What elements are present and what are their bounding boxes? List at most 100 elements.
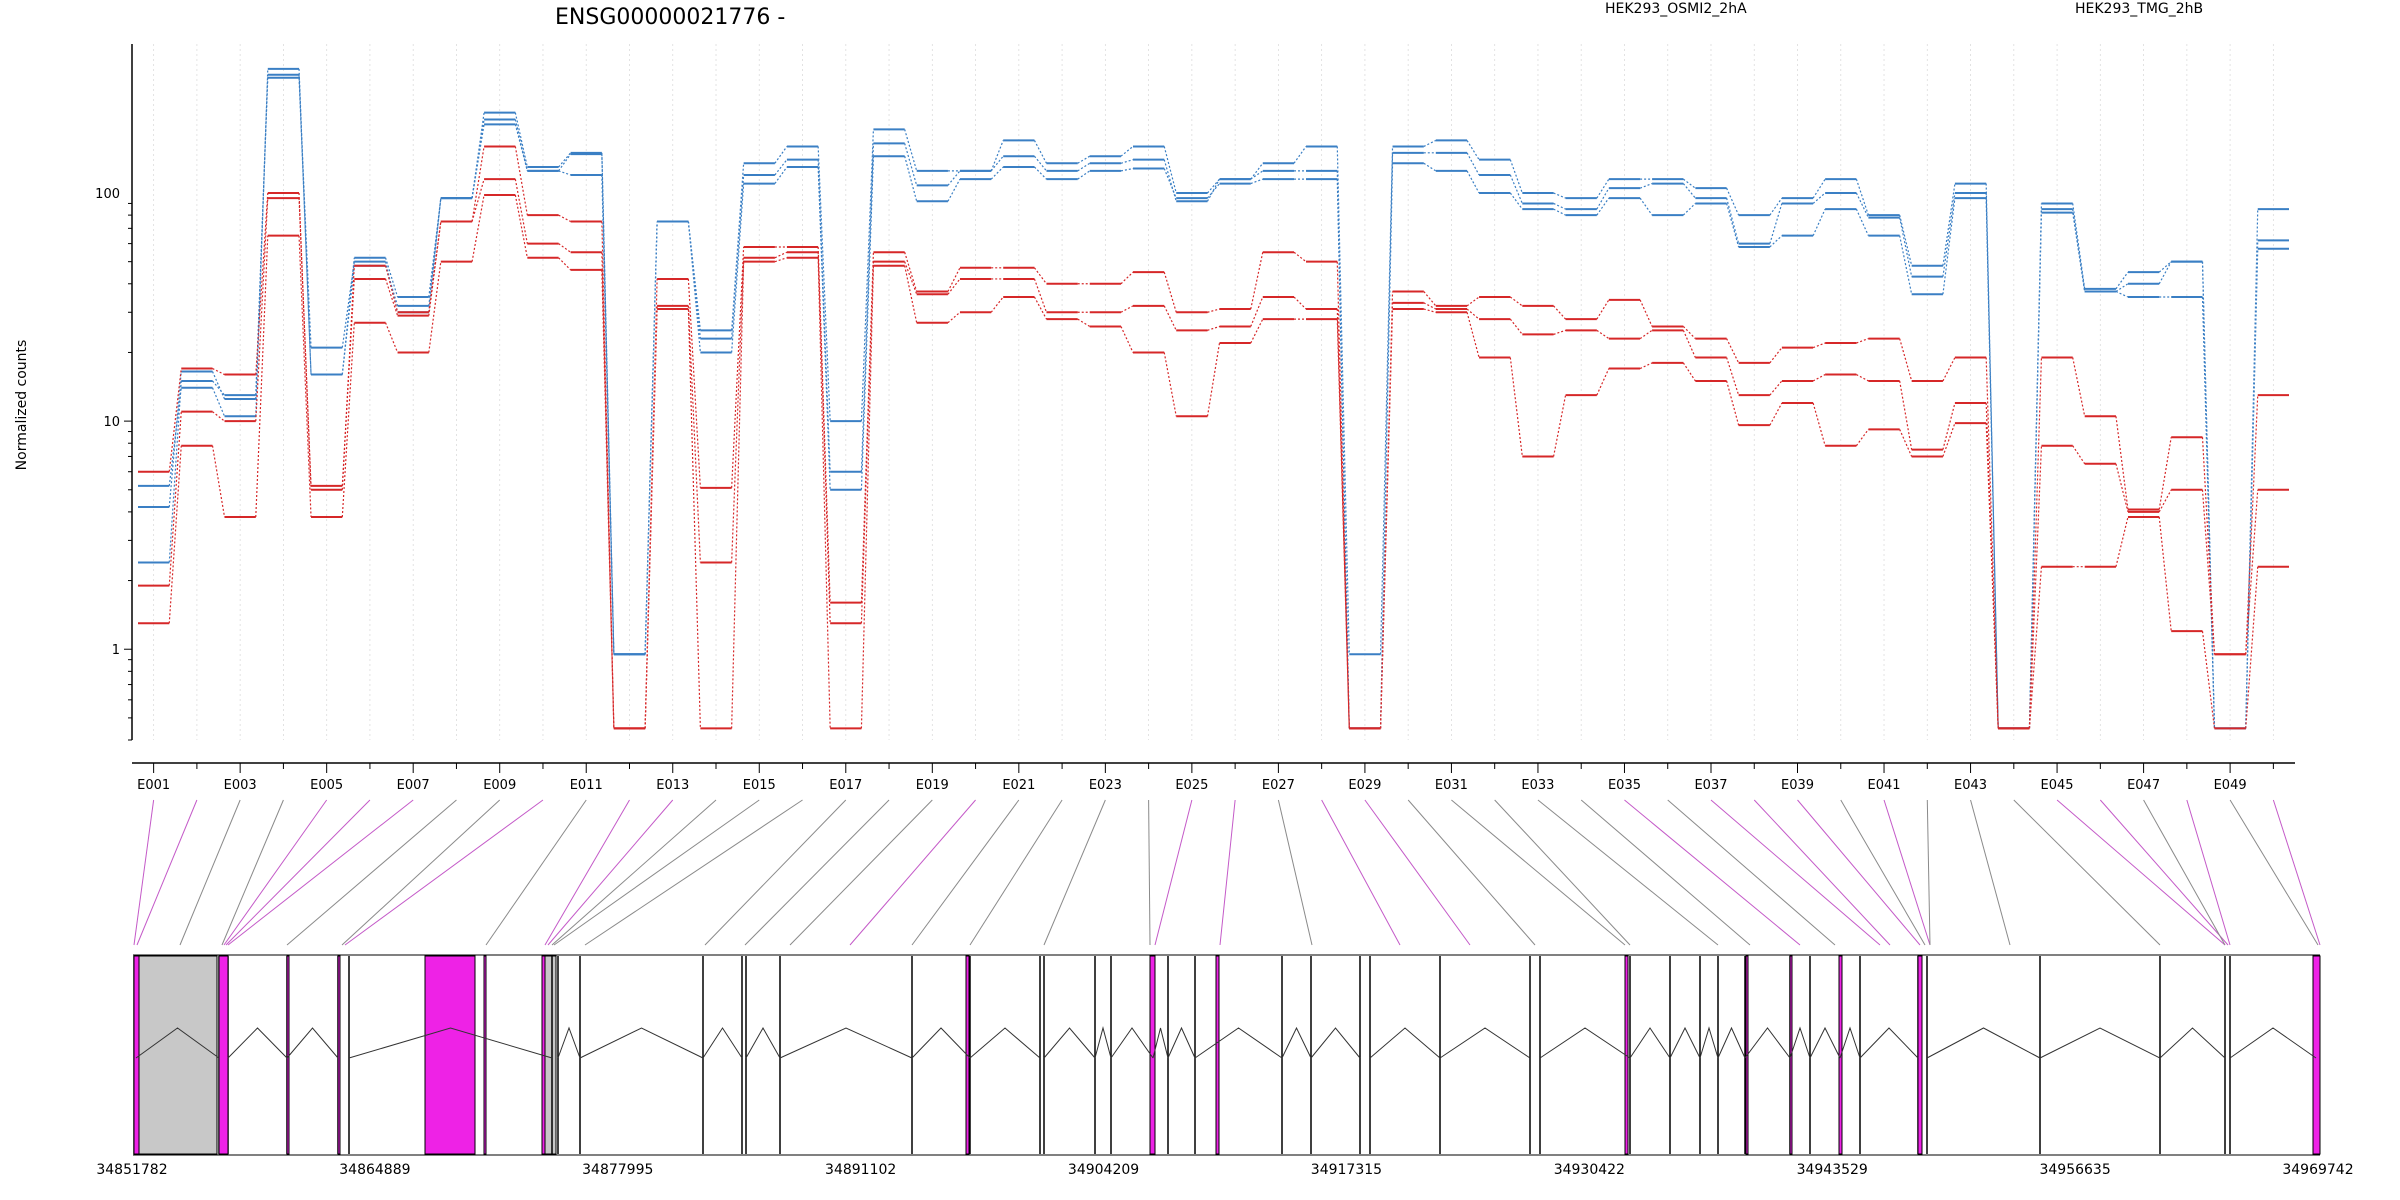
x-tick-label-E043: E043 — [1954, 778, 1987, 793]
connector-E032 — [1494, 799, 1631, 946]
series-5 — [138, 178, 2289, 730]
series-5-connector — [168, 178, 2259, 729]
x-tick-label-E025: E025 — [1175, 778, 1208, 793]
genomic-coordinate-label: 34969742 — [2282, 1162, 2353, 1178]
connector-E045 — [2056, 799, 2226, 946]
x-tick-label-E023: E023 — [1089, 778, 1122, 793]
connector-E040 — [1840, 799, 1926, 946]
gene-exon-highlight — [2312, 955, 2321, 1155]
connector-E004 — [221, 799, 284, 946]
connector-E039 — [1797, 799, 1921, 946]
exon-gridlines — [153, 44, 2274, 740]
y-tick-label-1: 1 — [112, 643, 120, 658]
x-tick-label-E029: E029 — [1348, 778, 1381, 793]
gene-exon-highlight — [1917, 955, 1923, 1155]
series-6-connector — [168, 194, 2259, 729]
genomic-coordinate-label: 34956635 — [2039, 1162, 2110, 1178]
x-tick-label-E003: E003 — [224, 778, 257, 793]
connector-E014 — [551, 799, 717, 946]
connector-E020 — [849, 799, 976, 946]
series-1-connector — [168, 68, 2259, 729]
x-tick-label-E037: E037 — [1694, 778, 1727, 793]
connector-E033 — [1537, 799, 1719, 946]
connector-E006 — [225, 799, 371, 946]
x-tick-label-E001: E001 — [137, 778, 170, 793]
x-ticks: E001 E003 E005 E007 E009 E011 E013 E015 E017 E019… — [137, 763, 2274, 793]
x-tick-label-E039: E039 — [1781, 778, 1814, 793]
connector-E007 — [227, 799, 414, 946]
gene-exon-highlight — [1215, 955, 1220, 1155]
connector-E036 — [1667, 799, 1836, 946]
connector-E001 — [133, 799, 155, 946]
connector-E043 — [1970, 799, 2011, 946]
connector-E028 — [1321, 799, 1401, 946]
connector-E018 — [744, 799, 890, 946]
connector-E015 — [553, 799, 760, 946]
series-3-connector — [168, 77, 2259, 729]
connector-E029 — [1364, 799, 1471, 946]
x-tick-label-E015: E015 — [743, 778, 776, 793]
x-tick-label-E005: E005 — [310, 778, 343, 793]
connector-E008 — [286, 799, 457, 946]
connector-E011 — [485, 799, 587, 946]
y-tick-label-10: 10 — [103, 415, 120, 430]
genomic-coordinate-label: 34851782 — [96, 1162, 167, 1178]
x-tick-label-E007: E007 — [397, 778, 430, 793]
connector-E038 — [1753, 799, 1891, 946]
genomic-coordinate-label: 34877995 — [582, 1162, 653, 1178]
x-tick-label-E027: E027 — [1262, 778, 1295, 793]
x-tick-label-E013: E013 — [656, 778, 689, 793]
gene-exon-gray — [135, 955, 218, 1155]
gene-introns — [135, 1026, 2317, 1059]
genomic-coordinate-label: 34864889 — [339, 1162, 410, 1178]
connector-E019 — [789, 799, 933, 946]
series-4 — [138, 145, 2289, 730]
connector-E035 — [1624, 799, 1801, 946]
y-axis-label: Normalized counts — [14, 340, 30, 471]
gene-exon-highlight — [218, 955, 229, 1155]
legend-entry-osmi2: HEK293_OSMI2_2hA — [1605, 1, 1747, 17]
genomic-coordinate-label: 34891102 — [825, 1162, 896, 1178]
genomic-coordinate-label: 34904209 — [1068, 1162, 1139, 1178]
connector-E037 — [1710, 799, 1881, 946]
x-tick-label-E021: E021 — [1002, 778, 1035, 793]
connector-E010 — [344, 799, 544, 946]
connector-E023 — [1043, 799, 1106, 946]
connector-E024 — [1148, 799, 1151, 946]
genomic-coordinate-label: 34943529 — [1797, 1162, 1868, 1178]
connector-E005 — [223, 799, 328, 946]
genomic-coordinate-label: 34917315 — [1311, 1162, 1382, 1178]
y-tick-label-100: 100 — [95, 187, 120, 202]
connector-E016 — [584, 799, 803, 946]
axes — [131, 44, 2295, 764]
gene-exon-highlight — [286, 955, 290, 1155]
gene-exon-highlight — [337, 955, 341, 1155]
connector-E030 — [1407, 799, 1536, 946]
connector-E047 — [2143, 799, 2226, 946]
x-tick-label-E011: E011 — [570, 778, 603, 793]
connector-E050 — [2272, 799, 2321, 946]
connector-E041 — [1883, 799, 1931, 946]
connector-E046 — [2099, 799, 2229, 946]
y-ticks: 1 10 100 — [95, 187, 132, 741]
genomic-coordinate-label: 34930422 — [1554, 1162, 1625, 1178]
connector-E025 — [1154, 799, 1193, 946]
gene-exon-highlight — [1149, 955, 1156, 1155]
series-3 — [138, 76, 2289, 730]
connector-E044 — [2013, 799, 2161, 946]
exon-connectors — [133, 799, 2321, 946]
x-tick-label-E035: E035 — [1608, 778, 1641, 793]
connector-E034 — [1580, 799, 1751, 946]
x-tick-label-E041: E041 — [1868, 778, 1901, 793]
connector-E021 — [911, 799, 1020, 946]
connector-E026 — [1219, 799, 1236, 946]
connector-E048 — [2186, 799, 2231, 946]
connector-E009 — [341, 799, 501, 946]
connector-E002 — [136, 799, 198, 946]
gene-exon-highlight — [483, 955, 487, 1155]
series-4-connector — [168, 146, 2259, 729]
x-tick-label-E033: E033 — [1521, 778, 1554, 793]
x-tick-label-E045: E045 — [2041, 778, 2074, 793]
connector-E027 — [1277, 799, 1313, 946]
